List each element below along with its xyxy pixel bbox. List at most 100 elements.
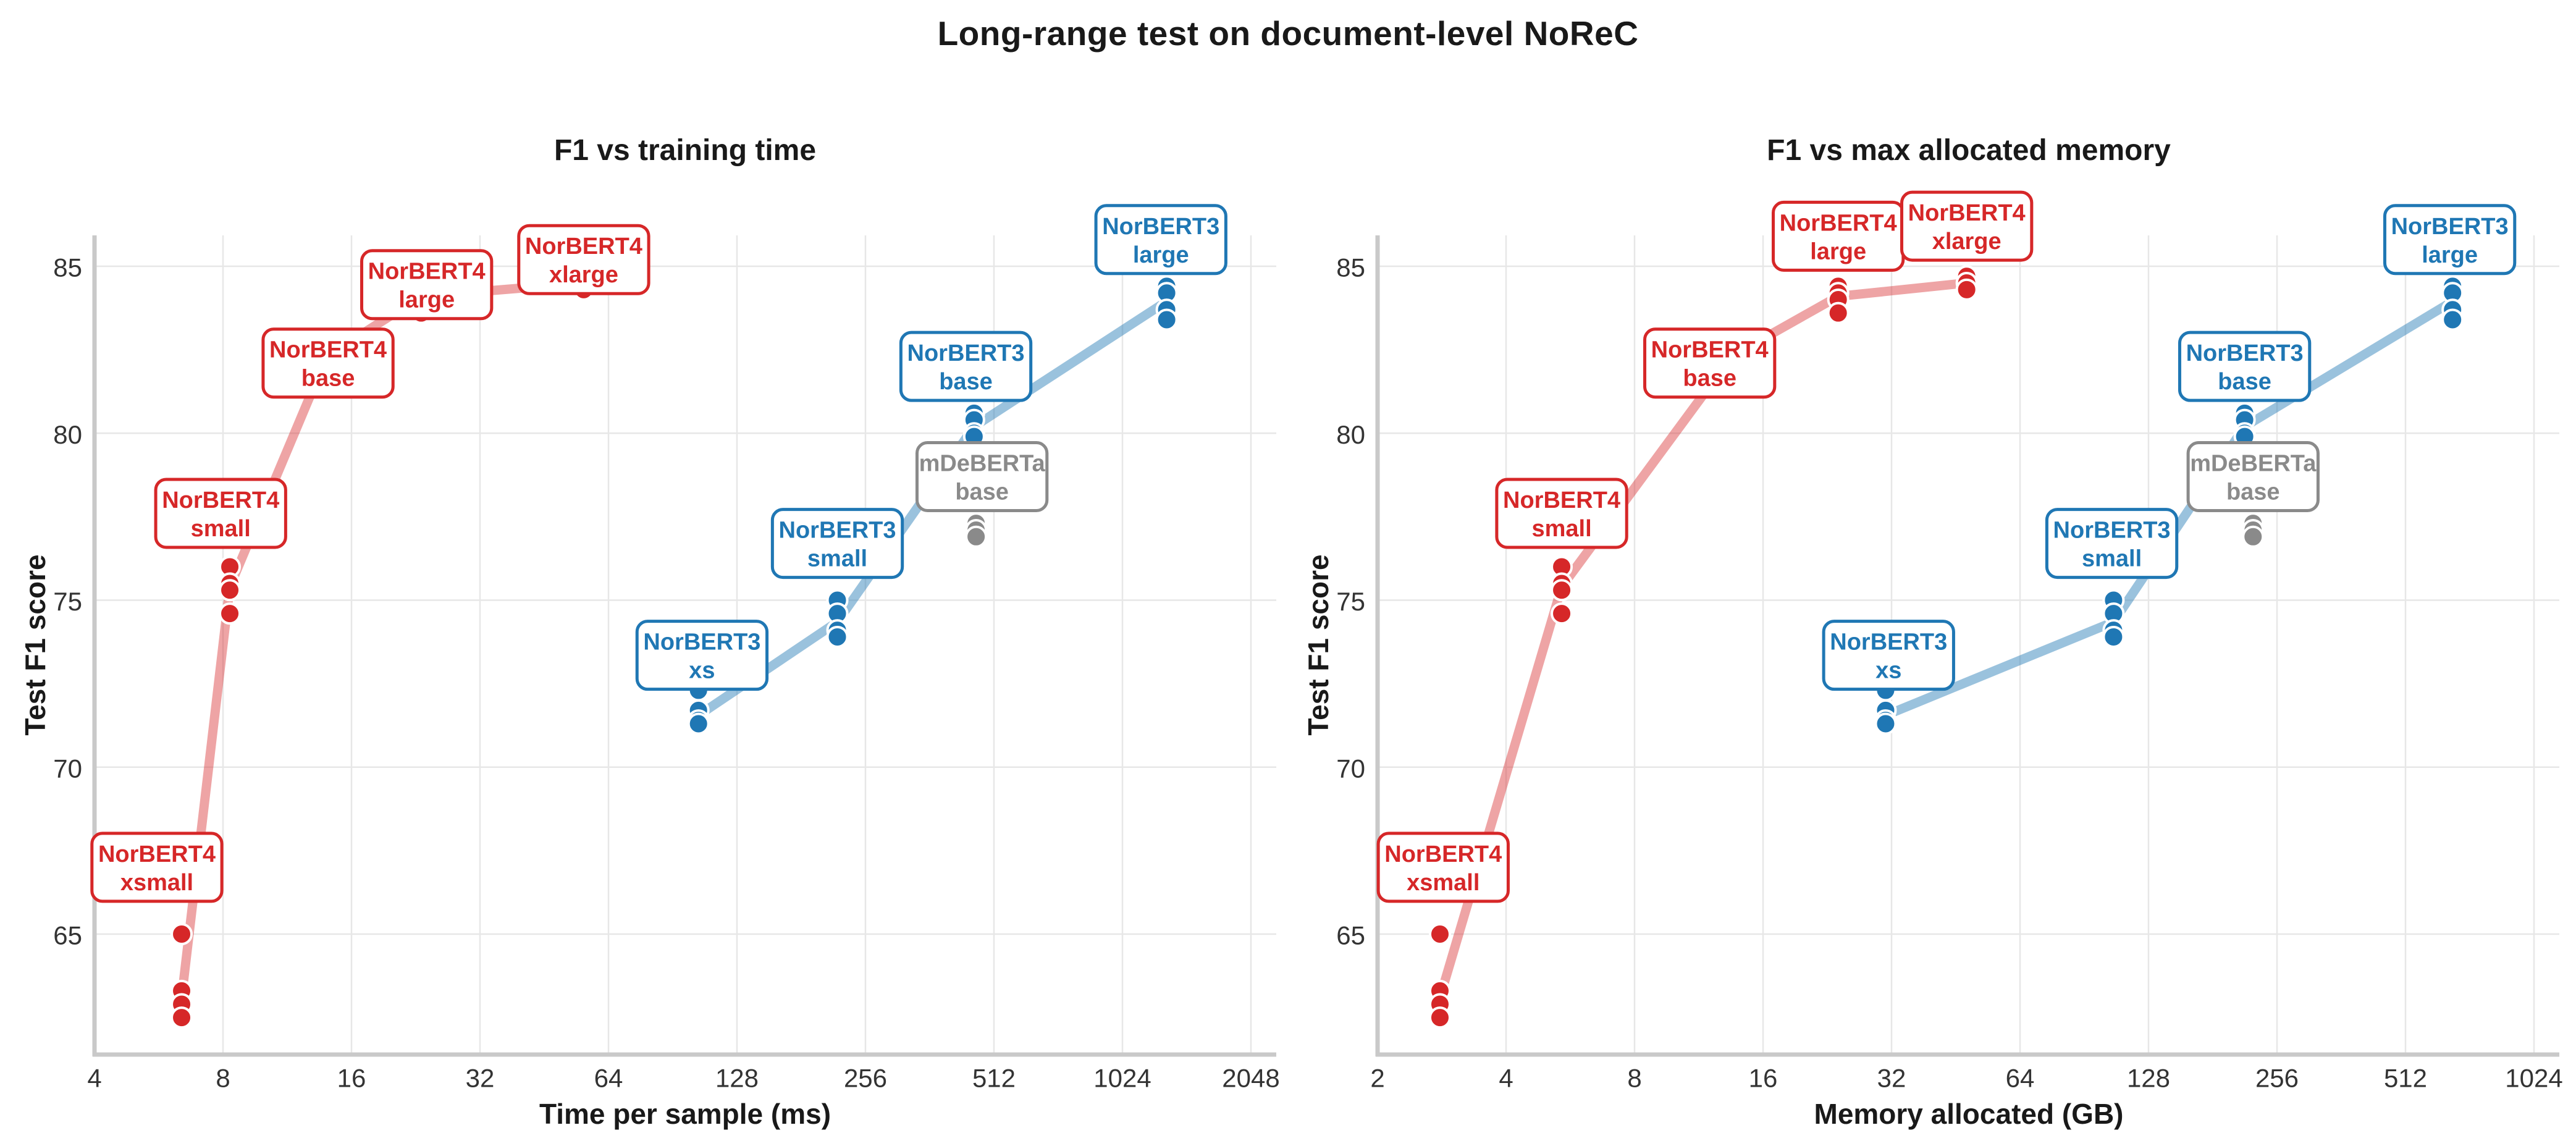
x-tick-label-256: 256 xyxy=(844,1064,887,1093)
label-box-NorBERT4-xsmall xyxy=(1376,832,1510,903)
label-text-NorBERT3-small-1: small xyxy=(807,546,867,572)
x-tick-label-4: 4 xyxy=(1499,1064,1513,1093)
y-tick-label-70: 70 xyxy=(53,754,82,783)
y-tick-label-75: 75 xyxy=(1336,587,1365,616)
label-text-NorBERT3-small-0: NorBERT3 xyxy=(2053,518,2171,544)
label-text-NorBERT4-xsmall-1: xsmall xyxy=(1407,870,1480,896)
label-text-NorBERT4-large-1: large xyxy=(398,287,455,313)
x-tick-label-32: 32 xyxy=(1877,1064,1906,1093)
y-tick-label-65: 65 xyxy=(53,921,82,950)
label-box-mDeBERTa-base xyxy=(915,441,1049,513)
label-text-NorBERT3-base-1: base xyxy=(2218,369,2271,395)
label-box-NorBERT3-base xyxy=(2178,331,2312,402)
label-box-NorBERT4-xlarge xyxy=(517,224,650,295)
x-axis-label-memory: Memory allocated (GB) xyxy=(1814,1098,2124,1130)
label-box-NorBERT4-large xyxy=(360,249,494,321)
label-text-NorBERT4-xsmall-0: NorBERT4 xyxy=(98,841,216,867)
x-tick-label-1024: 1024 xyxy=(2505,1064,2562,1093)
label-text-NorBERT3-large-1: large xyxy=(1133,242,1189,268)
label-box-NorBERT3-large xyxy=(1094,204,1227,276)
x-tick-label-64: 64 xyxy=(594,1064,623,1093)
label-text-NorBERT4-small-0: NorBERT4 xyxy=(162,487,279,513)
x-tick-label-16: 16 xyxy=(1749,1064,1778,1093)
label-box-NorBERT3-small xyxy=(770,508,904,579)
y-tick-label-70: 70 xyxy=(1336,754,1365,783)
label-text-NorBERT4-xlarge-0: NorBERT4 xyxy=(1908,200,2026,226)
label-text-NorBERT3-large-0: NorBERT3 xyxy=(1102,214,1219,240)
label-text-mDeBERTa-base-1: base xyxy=(955,479,1009,505)
y-axis-label-right: Test F1 score xyxy=(1302,554,1334,736)
label-text-NorBERT3-large-0: NorBERT3 xyxy=(2391,214,2509,240)
subplot-title-time: F1 vs training time xyxy=(554,134,817,167)
label-text-NorBERT3-large-1: large xyxy=(2422,242,2478,268)
label-text-NorBERT4-base-0: NorBERT4 xyxy=(269,337,387,363)
data-point-mDeBERTa-base-2 xyxy=(2242,525,2265,548)
data-point-NorBERT4-small-2 xyxy=(219,579,242,602)
label-box-NorBERT4-small xyxy=(1495,478,1628,549)
x-tick-label-16: 16 xyxy=(337,1064,366,1093)
y-tick-label-85: 85 xyxy=(53,253,82,282)
x-tick-label-8: 8 xyxy=(216,1064,230,1093)
label-text-NorBERT3-xs-0: NorBERT3 xyxy=(1830,630,1947,655)
x-tick-label-128: 128 xyxy=(715,1064,759,1093)
data-point-NorBERT3-xs-3 xyxy=(687,712,710,735)
x-tick-label-2048: 2048 xyxy=(1222,1064,1279,1093)
label-text-NorBERT4-xsmall-0: NorBERT4 xyxy=(1384,841,1502,867)
label-box-NorBERT4-base xyxy=(261,327,395,399)
x-tick-label-512: 512 xyxy=(972,1064,1016,1093)
y-tick-label-65: 65 xyxy=(1336,921,1365,950)
x-tick-label-32: 32 xyxy=(466,1064,495,1093)
data-point-NorBERT4-small-2 xyxy=(1551,579,1573,602)
label-text-NorBERT4-large-0: NorBERT4 xyxy=(368,259,486,285)
data-point-NorBERT3-small-3 xyxy=(2102,625,2125,648)
label-box-NorBERT3-xs xyxy=(635,620,769,691)
trend-line-NorBERT3 xyxy=(1880,297,2457,720)
label-box-NorBERT3-base xyxy=(899,331,1033,402)
y-tick-label-80: 80 xyxy=(53,420,82,449)
label-text-mDeBERTa-base-0: mDeBERTa xyxy=(919,451,1046,477)
label-box-NorBERT4-small xyxy=(154,478,287,549)
label-text-NorBERT4-base-0: NorBERT4 xyxy=(1651,337,1769,363)
y-axis-label-left: Test F1 score xyxy=(19,554,51,736)
data-point-NorBERT4-small-3 xyxy=(219,602,242,625)
label-box-NorBERT4-xlarge xyxy=(1900,190,2034,262)
label-text-NorBERT3-base-0: NorBERT3 xyxy=(907,340,1025,366)
x-axis-label-time: Time per sample (ms) xyxy=(539,1098,831,1130)
label-text-NorBERT4-large-1: large xyxy=(1810,238,1866,264)
x-tick-label-64: 64 xyxy=(2006,1064,2035,1093)
data-point-NorBERT4-xsmall-0 xyxy=(1428,923,1451,945)
label-text-NorBERT3-xs-0: NorBERT3 xyxy=(643,630,760,655)
label-text-NorBERT3-base-1: base xyxy=(939,369,993,395)
label-box-NorBERT4-base xyxy=(1643,327,1777,399)
figure-title: Long-range test on document-level NoReC xyxy=(937,14,1639,53)
data-point-NorBERT4-xsmall-3 xyxy=(1428,1006,1451,1029)
label-text-NorBERT3-xs-1: xs xyxy=(689,658,715,684)
label-text-mDeBERTa-base-1: base xyxy=(2226,479,2280,505)
label-text-NorBERT3-small-0: NorBERT3 xyxy=(779,518,896,544)
label-text-NorBERT3-xs-1: xs xyxy=(1875,658,1901,684)
y-tick-label-85: 85 xyxy=(1336,253,1365,282)
label-text-NorBERT4-large-0: NorBERT4 xyxy=(1780,210,1897,236)
x-tick-label-4: 4 xyxy=(87,1064,101,1093)
label-box-NorBERT4-xsmall xyxy=(90,832,224,903)
label-text-NorBERT4-base-1: base xyxy=(1683,366,1736,392)
label-text-NorBERT4-small-1: small xyxy=(191,516,251,542)
data-point-NorBERT4-xsmall-0 xyxy=(170,923,193,945)
label-text-NorBERT4-xsmall-1: xsmall xyxy=(120,870,193,896)
y-tick-label-75: 75 xyxy=(53,587,82,616)
x-tick-label-1024: 1024 xyxy=(1093,1064,1151,1093)
x-tick-label-2: 2 xyxy=(1370,1064,1384,1093)
data-point-mDeBERTa-base-2 xyxy=(965,525,988,548)
label-box-NorBERT3-xs xyxy=(1822,620,1955,691)
label-text-NorBERT4-base-1: base xyxy=(301,366,355,392)
x-tick-label-512: 512 xyxy=(2384,1064,2427,1093)
data-point-NorBERT3-xs-3 xyxy=(1874,712,1897,735)
data-point-NorBERT4-small-3 xyxy=(1551,602,1573,625)
subplot-title-memory: F1 vs max allocated memory xyxy=(1767,134,2171,167)
label-text-NorBERT3-small-1: small xyxy=(2082,546,2142,572)
x-tick-label-8: 8 xyxy=(1627,1064,1641,1093)
label-text-NorBERT4-xlarge-1: xlarge xyxy=(1932,229,2001,255)
data-point-NorBERT4-xsmall-3 xyxy=(170,1006,193,1029)
label-text-NorBERT4-xlarge-0: NorBERT4 xyxy=(525,234,642,259)
